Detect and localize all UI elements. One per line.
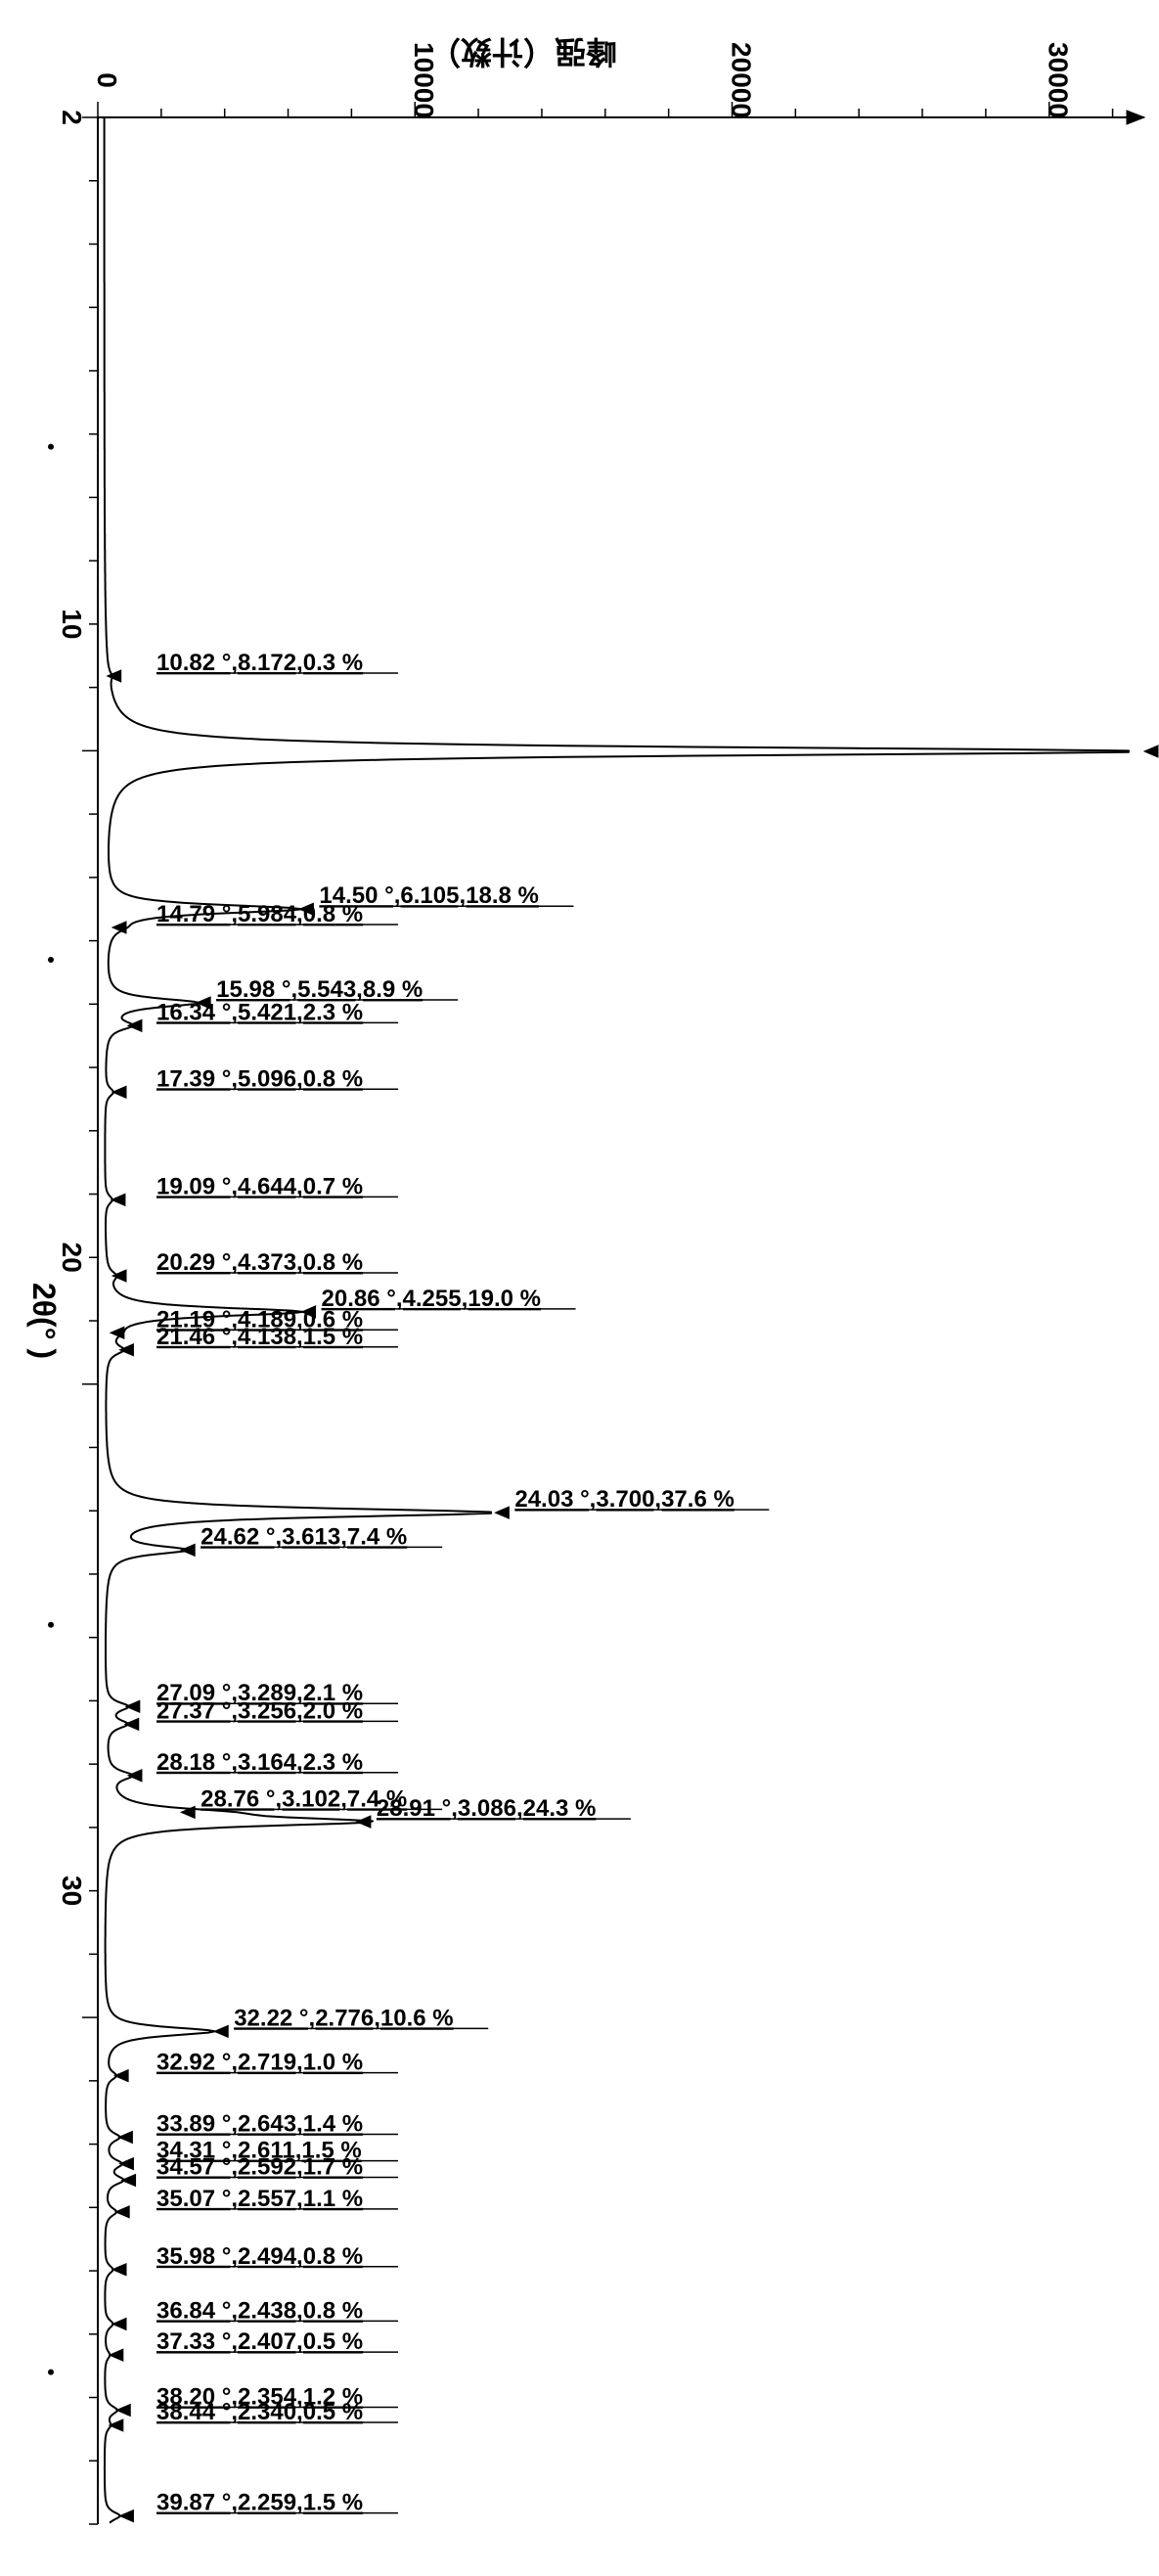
peak-marker-arrow (214, 2025, 228, 2037)
peak-label: 21.46 °,4.138,1.5 % (156, 1324, 363, 1350)
x-tick-label: 20 (57, 1243, 87, 1273)
x-tick-label: 2 (57, 110, 87, 125)
y-tick-label: 30000 (1044, 42, 1074, 118)
peak-marker-arrow (110, 2419, 123, 2431)
y-tick-label: 0 (92, 72, 122, 88)
peak-label: 16.34 °,5.421,2.3 % (156, 999, 363, 1025)
peak-marker-arrow (119, 2510, 133, 2522)
peak-marker-arrow (128, 1770, 142, 1782)
peak-label: 32.22 °,2.776,10.6 % (234, 2005, 453, 2031)
peak-label: 35.98 °,2.494,0.8 % (156, 2243, 363, 2270)
peak-marker-arrow (128, 1019, 142, 1031)
peak-label: 34.57 °,2.592,1.7 % (156, 2153, 363, 2180)
peak-marker-arrow (118, 2131, 132, 2143)
peak-label: 28.91 °,3.086,24.3 % (377, 1795, 596, 1822)
peak-label: 27.37 °,3.256,2.0 % (156, 1697, 363, 1724)
peak-label: 17.39 °,5.096,0.8 % (156, 1065, 363, 1092)
peak-label: 32.92 °,2.719,1.0 % (156, 2050, 363, 2076)
peak-marker-arrow (181, 1544, 195, 1556)
peak-label: 20.29 °,4.373,0.8 % (156, 1249, 363, 1276)
peak-label: 24.03 °,3.700,37.6 % (514, 1486, 734, 1513)
peak-label: 39.87 °,2.259,1.5 % (156, 2490, 363, 2516)
y-tick-label: 20000 (726, 42, 756, 118)
peak-label: 35.07 °,2.557,1.1 % (156, 2186, 363, 2212)
peak-marker-arrow (110, 2349, 123, 2361)
xrd-chart: 0100002000030000峰强（计数）21020302θ(° )10.82… (0, 0, 1159, 2576)
peak-marker-arrow (495, 1507, 509, 1518)
peak-marker-arrow (112, 2318, 126, 2329)
peak-marker-arrow (112, 1086, 126, 1098)
peak-marker-arrow (357, 1816, 371, 1828)
peak-marker-arrow (111, 1194, 125, 1205)
y-axis-title: 峰强（计数） (429, 34, 617, 69)
peak-label: 19.09 °,4.644,0.7 % (156, 1173, 363, 1199)
peak-marker-arrow (116, 2404, 130, 2416)
peak-marker-arrow (1144, 746, 1158, 757)
peak-label: 33.89 °,2.643,1.4 % (156, 2110, 363, 2137)
peak-label: 14.79 °,5.984,0.8 % (156, 901, 363, 927)
peak-marker-arrow (112, 2264, 126, 2276)
x-tick-label: 10 (57, 609, 87, 639)
peak-marker-arrow (115, 2206, 129, 2218)
peak-marker-arrow (126, 1700, 140, 1712)
peak-label: 24.62 °,3.613,7.4 % (201, 1523, 407, 1550)
x-tick-label: 30 (57, 1876, 87, 1906)
peak-marker-arrow (125, 1718, 139, 1730)
peak-label: 28.18 °,3.164,2.3 % (156, 1749, 363, 1776)
peak-marker-arrow (114, 2070, 128, 2082)
peak-marker-arrow (119, 1344, 133, 1356)
peak-label: 38.44 °,2.340,0.5 % (156, 2399, 363, 2425)
peak-label: 37.33 °,2.407,0.5 % (156, 2328, 363, 2355)
peak-marker-arrow (122, 2174, 136, 2186)
x-axis-title: 2θ(° ) (26, 1283, 62, 1359)
peak-label: 36.84 °,2.438,0.8 % (156, 2297, 363, 2324)
peak-label: 10.82 °,8.172,0.3 % (156, 650, 363, 676)
peak-marker-arrow (119, 2158, 133, 2170)
chart-svg: 0100002000030000峰强（计数）21020302θ(° )10.82… (0, 0, 1159, 2576)
